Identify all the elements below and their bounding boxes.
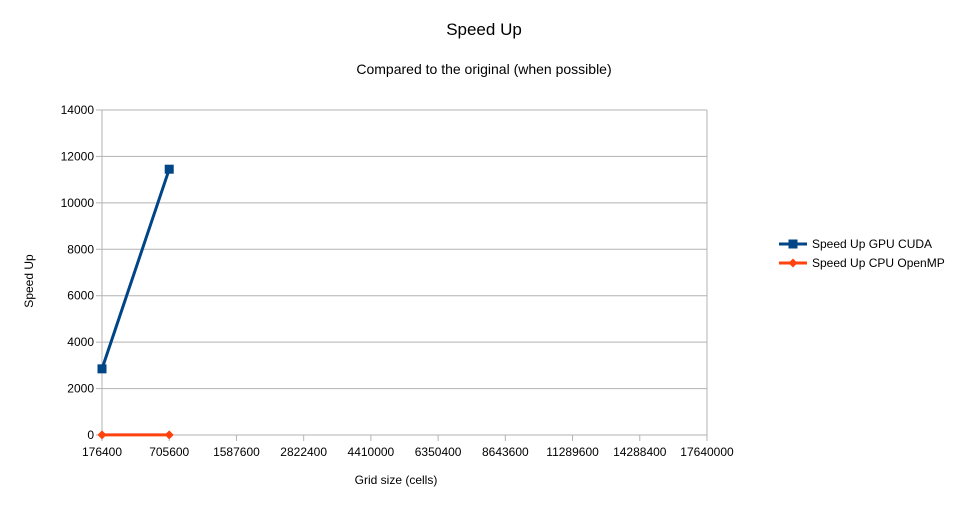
x-tick-label: 8643600 <box>482 445 529 459</box>
legend-marker <box>788 239 798 249</box>
y-axis-label: Speed Up <box>22 254 36 308</box>
y-tick-label: 0 <box>87 428 94 442</box>
x-tick-label: 705600 <box>149 445 189 459</box>
y-tick-label: 12000 <box>61 149 95 163</box>
x-tick-label: 11289600 <box>546 445 599 459</box>
legend-marker <box>788 258 798 268</box>
x-tick-label: 14288400 <box>613 445 667 459</box>
legend-item: Speed Up CPU OpenMP <box>779 256 945 270</box>
x-tick-label: 2822400 <box>280 445 327 459</box>
legend-label: Speed Up CPU OpenMP <box>812 256 945 270</box>
y-tick-label: 10000 <box>61 196 95 210</box>
y-tick-label: 4000 <box>67 335 94 349</box>
data-point <box>97 364 107 374</box>
chart-subtitle: Compared to the original (when possible) <box>356 61 612 77</box>
data-point <box>164 430 174 440</box>
legend: Speed Up GPU CUDA Speed Up CPU OpenMP <box>779 237 945 270</box>
legend-item: Speed Up GPU CUDA <box>779 237 932 251</box>
x-tick-label: 6350400 <box>415 445 462 459</box>
x-tick-label: 1587600 <box>213 445 260 459</box>
legend-label: Speed Up GPU CUDA <box>812 237 932 251</box>
x-tick-label: 17640000 <box>680 445 734 459</box>
series-lines <box>97 164 174 440</box>
series-0 <box>97 164 174 374</box>
x-tick-label: 4410000 <box>348 445 395 459</box>
gridlines <box>96 109 708 441</box>
y-axis-ticks: 0 2000 4000 6000 8000 10000 12000 14000 <box>61 103 95 442</box>
data-point <box>164 164 174 174</box>
data-point <box>97 430 107 440</box>
series-1 <box>97 430 174 440</box>
x-axis-label: Grid size (cells) <box>355 473 438 487</box>
chart-title: Speed Up <box>446 20 522 39</box>
y-tick-label: 2000 <box>67 382 94 396</box>
x-axis-ticks: 176400 705600 1587600 2822400 4410000 6350400… <box>82 445 734 459</box>
series-line <box>100 168 171 370</box>
x-tick-label: 176400 <box>82 445 122 459</box>
y-tick-label: 8000 <box>67 242 94 256</box>
y-tick-label: 14000 <box>61 103 95 117</box>
y-tick-label: 6000 <box>67 289 94 303</box>
